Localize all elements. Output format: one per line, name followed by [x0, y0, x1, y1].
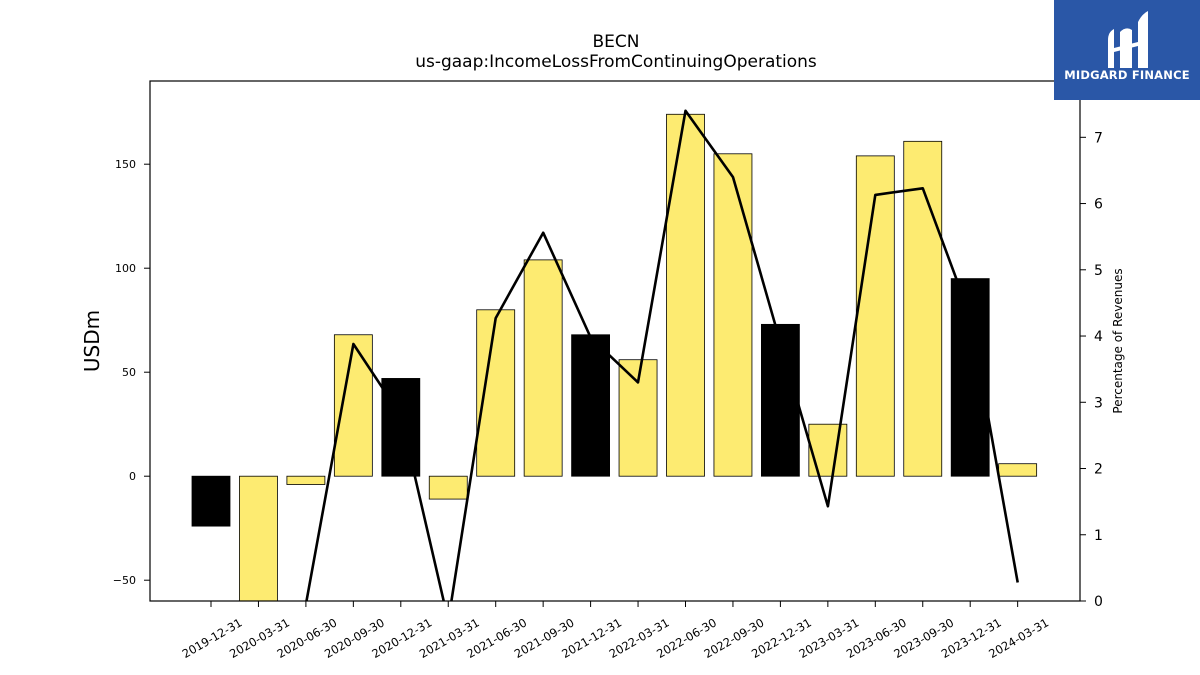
y2-tick-label: 6: [1094, 197, 1103, 213]
bar-2022-09-30: [713, 153, 753, 477]
y2-tick-label: 0: [1094, 594, 1103, 610]
logo-mark-icon: [1108, 11, 1148, 68]
y2-tick-label: 1: [1094, 528, 1103, 544]
y-tick-label: −50: [113, 574, 136, 587]
y2-tick-label: 4: [1094, 329, 1103, 345]
bar-2022-06-30: [666, 113, 705, 477]
bar-2023-12-31: [950, 278, 990, 477]
right-axis: 0 1 2 3 4 5 6 7: [1080, 130, 1103, 610]
bar-2024-03-31: [998, 463, 1038, 477]
y-tick-label: 150: [115, 158, 136, 171]
y-tick-label: 100: [115, 262, 136, 275]
y-tick-label: 0: [129, 470, 136, 483]
bar-2021-03-31: [428, 475, 468, 500]
bar-2021-12-31: [571, 334, 610, 477]
y2-axis-label: Percentage of Revenues: [1111, 268, 1125, 413]
bar-2021-09-30: [523, 259, 563, 477]
y-axis-label: USDm: [80, 310, 104, 372]
x-axis: 2019-12-312020-03-312020-06-302020-09-30…: [180, 601, 1051, 661]
bar-2023-09-30: [903, 140, 943, 477]
y2-tick-label: 5: [1094, 263, 1103, 279]
line-layer: [305, 109, 1019, 601]
bar-2022-12-31: [761, 323, 800, 477]
plot-frame: [149, 80, 1081, 602]
bar-2020-06-30: [286, 475, 326, 485]
bar-2023-03-31: [808, 423, 848, 477]
chart-subtitle: us-gaap:IncomeLossFromContinuingOperatio…: [415, 52, 817, 72]
y-tick-label: 50: [122, 366, 136, 379]
bar-2023-06-30: [855, 155, 895, 477]
y2-tick-label: 2: [1094, 462, 1103, 478]
left-axis: −50 0 50 100 150: [113, 158, 150, 587]
bar-2020-09-30: [333, 334, 373, 477]
logo-text: MIDGARD FINANCE: [1064, 68, 1190, 82]
percentage-of-revenues-line: [305, 109, 1019, 601]
y2-tick-label: 7: [1094, 130, 1103, 146]
chart-title: BECN: [592, 32, 640, 52]
bar-2020-03-31: [239, 475, 278, 601]
bar-2019-12-31: [191, 475, 231, 527]
bars-layer: [191, 113, 1038, 601]
bar-2021-06-30: [476, 309, 516, 477]
brand-logo: MIDGARD FINANCE: [1054, 0, 1200, 100]
y2-tick-label: 3: [1094, 395, 1103, 411]
